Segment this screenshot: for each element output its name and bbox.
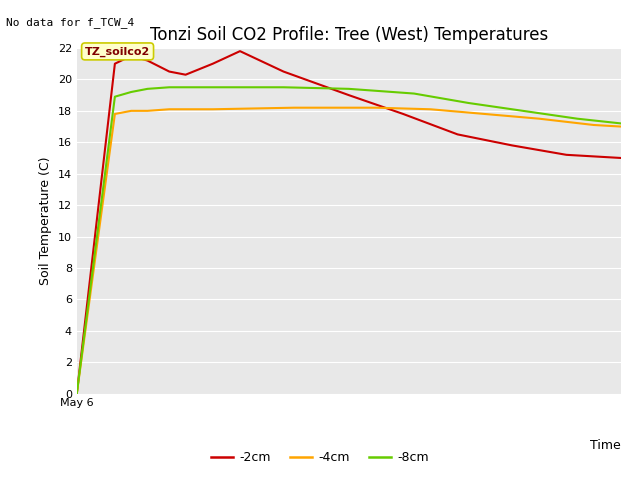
Text: Time: Time <box>590 439 621 452</box>
Text: TZ_soilco2: TZ_soilco2 <box>85 46 150 57</box>
Y-axis label: Soil Temperature (C): Soil Temperature (C) <box>39 156 52 285</box>
Legend: -2cm, -4cm, -8cm: -2cm, -4cm, -8cm <box>206 446 434 469</box>
Text: No data for f_TCW_4: No data for f_TCW_4 <box>6 17 134 28</box>
Title: Tonzi Soil CO2 Profile: Tree (West) Temperatures: Tonzi Soil CO2 Profile: Tree (West) Temp… <box>150 25 548 44</box>
